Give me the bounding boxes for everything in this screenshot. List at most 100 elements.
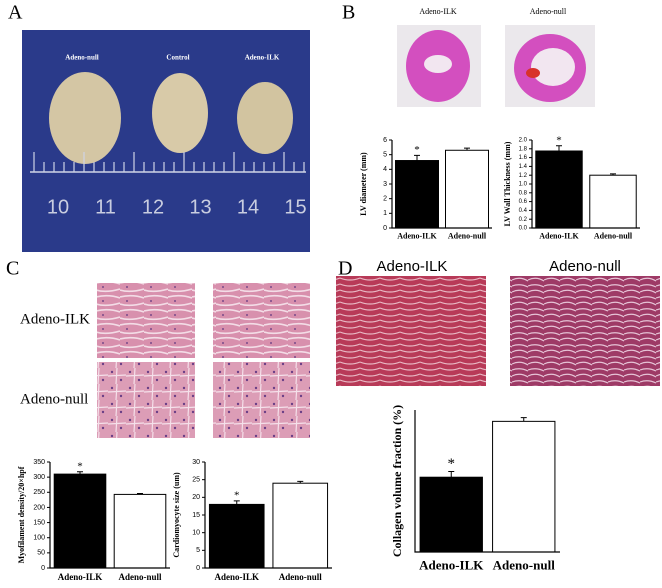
ruler-number: 10 xyxy=(47,196,69,218)
panel-label: D xyxy=(338,258,352,280)
y-axis-label: Cardiomyocyte size (um) xyxy=(172,472,181,558)
bar xyxy=(395,160,439,229)
error-bar xyxy=(77,471,83,475)
y-tick-label: 250 xyxy=(33,489,45,496)
axes xyxy=(414,410,560,553)
photo-label: Adeno-ILK xyxy=(245,54,280,62)
image xyxy=(336,276,486,386)
y-axis-label: LV diameter (mm) xyxy=(359,152,368,216)
x-tick-label: Adeno-ILK xyxy=(214,572,259,582)
x-tick-label: Adeno-null xyxy=(279,572,323,582)
y-tick-label: 0 xyxy=(196,565,200,572)
y-tick-label: 1.4 xyxy=(519,164,528,170)
bar xyxy=(113,493,167,569)
heart xyxy=(152,73,208,153)
y-tick-label: 0.8 xyxy=(519,190,528,196)
ruler-number: 15 xyxy=(284,196,306,218)
y-tick-label: 1 xyxy=(383,210,387,217)
error-bar xyxy=(414,154,420,161)
y-tick-label: 150 xyxy=(33,519,45,526)
y-tick-label: 0 xyxy=(383,225,387,232)
annotation: * xyxy=(77,460,83,472)
error-bar xyxy=(610,173,616,176)
y-tick-label: 6 xyxy=(383,137,387,144)
y-tick-label: 20 xyxy=(192,494,200,501)
error-bar xyxy=(556,145,562,151)
axes xyxy=(391,140,492,229)
x-tick-label: Adeno-null xyxy=(594,232,633,241)
x-tick-label: Adeno-null xyxy=(448,232,487,241)
y-tick-label: 300 xyxy=(33,474,45,481)
ruler-number: 14 xyxy=(237,196,259,218)
image xyxy=(97,362,195,438)
y-tick-label: 2.0 xyxy=(519,138,528,144)
heart xyxy=(49,72,121,164)
y-tick-label: 0 xyxy=(41,565,45,572)
error-bar xyxy=(297,480,304,484)
y-tick-label: 100 xyxy=(33,535,45,542)
image xyxy=(213,362,310,438)
panel-label: B xyxy=(342,2,355,24)
ruler-number: 13 xyxy=(189,196,211,218)
y-tick-label: 3 xyxy=(383,181,387,188)
ruler-number: 12 xyxy=(142,196,164,218)
y-tick-label: 0.6 xyxy=(519,199,528,205)
image-label: Adeno-null xyxy=(549,258,621,275)
image-label: Adeno-null xyxy=(530,7,567,16)
bar xyxy=(445,149,489,229)
row-label: Adeno-ILK xyxy=(20,311,90,327)
bar xyxy=(419,476,483,553)
heart xyxy=(237,82,293,154)
y-tick-label: 1.8 xyxy=(519,146,528,152)
annotation: * xyxy=(234,490,240,502)
bar xyxy=(535,150,583,229)
image xyxy=(213,283,310,358)
y-tick-label: 4 xyxy=(383,166,387,173)
bar xyxy=(492,420,556,553)
bar xyxy=(208,503,265,569)
y-tick-label: 0.0 xyxy=(519,226,528,232)
image-label: Adeno-ILK xyxy=(419,7,457,16)
annotation: * xyxy=(448,456,456,472)
y-tick-label: 30 xyxy=(192,459,200,466)
axes xyxy=(49,462,170,569)
bar xyxy=(53,473,107,569)
y-tick-label: 0.4 xyxy=(519,208,528,214)
section-lumen xyxy=(424,55,452,73)
error-bar xyxy=(464,147,470,151)
ruler-number: 11 xyxy=(95,196,116,218)
x-tick-label: Adeno-null xyxy=(493,557,556,572)
section-lumen xyxy=(531,48,575,86)
x-tick-label: Adeno-ILK xyxy=(58,572,103,582)
x-tick-label: Adeno-null xyxy=(118,572,162,582)
image xyxy=(510,276,660,386)
photo-label: Adeno-null xyxy=(65,54,99,62)
y-tick-label: 0.2 xyxy=(519,217,528,223)
y-tick-label: 1.2 xyxy=(519,173,528,179)
error-bar xyxy=(520,417,527,422)
bar xyxy=(272,482,329,569)
section-spot xyxy=(526,68,540,78)
x-tick-label: Adeno-ILK xyxy=(539,232,579,241)
y-tick-label: 5 xyxy=(196,547,200,554)
y-axis-label: Collagen volume fraction (%) xyxy=(390,405,404,557)
image-label: Adeno-ILK xyxy=(377,258,448,275)
y-axis-label: LV Wall Thickness (mm) xyxy=(503,141,512,226)
error-bar xyxy=(448,471,455,478)
panel-label: C xyxy=(6,258,19,280)
image xyxy=(97,283,195,358)
annotation: * xyxy=(556,134,562,146)
annotation: * xyxy=(414,144,420,156)
axes xyxy=(204,462,332,569)
ruler-ticks xyxy=(33,152,305,172)
bar xyxy=(589,174,637,229)
y-tick-label: 50 xyxy=(37,550,45,557)
x-tick-label: Adeno-ILK xyxy=(397,232,437,241)
y-tick-label: 10 xyxy=(192,530,200,537)
x-tick-label: Adeno-ILK xyxy=(419,557,484,572)
error-bar xyxy=(233,500,240,505)
axes xyxy=(531,140,640,229)
y-tick-label: 1.6 xyxy=(519,155,528,161)
y-tick-label: 5 xyxy=(383,152,387,159)
